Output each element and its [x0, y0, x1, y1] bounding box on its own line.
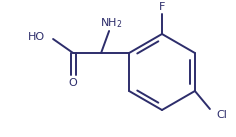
Text: Cl: Cl [216, 110, 227, 120]
Text: NH$_2$: NH$_2$ [100, 16, 122, 30]
Text: HO: HO [28, 32, 45, 42]
Text: O: O [69, 78, 77, 88]
Text: F: F [159, 2, 165, 12]
